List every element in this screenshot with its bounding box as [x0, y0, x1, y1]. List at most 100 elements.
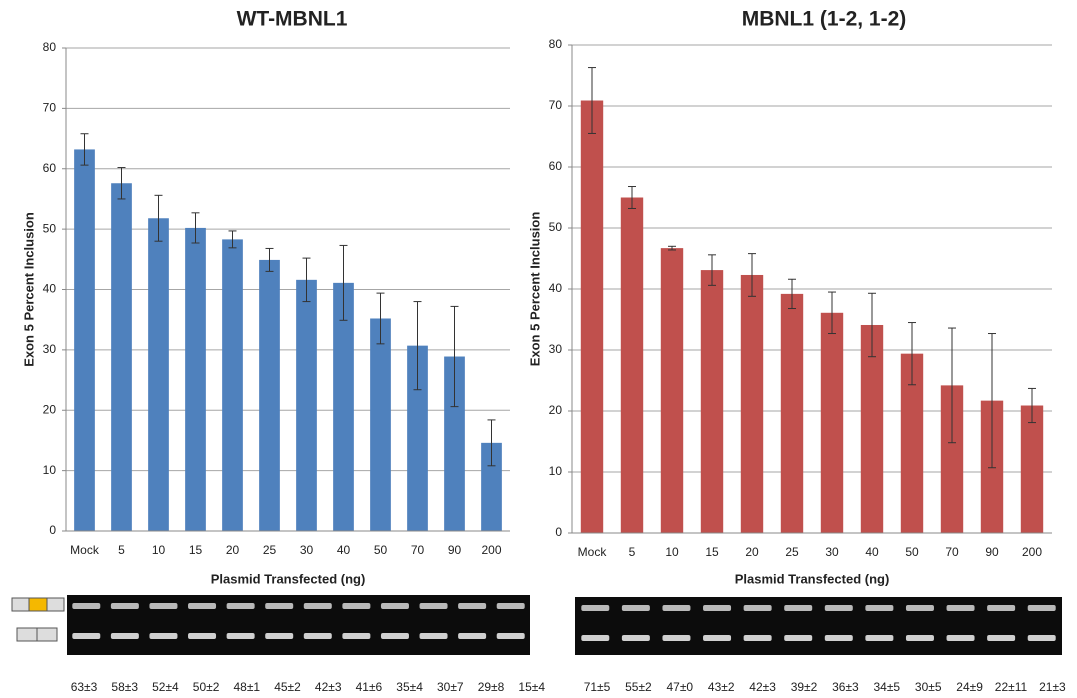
x-tick-label: 30	[300, 543, 314, 557]
bar	[259, 260, 280, 531]
bar	[781, 294, 803, 533]
x-axis-label: Plasmid Transfected (ng)	[735, 571, 890, 586]
gel-band	[906, 605, 934, 611]
gel-band	[865, 605, 893, 611]
gel-band	[497, 633, 525, 639]
y-tick-label: 30	[43, 342, 57, 356]
gel-band	[265, 633, 293, 639]
gel-band	[497, 603, 525, 609]
y-tick-label: 10	[549, 464, 563, 478]
x-tick-label: 20	[226, 543, 240, 557]
y-tick-label: 80	[549, 37, 563, 51]
gel-band	[381, 603, 409, 609]
lane-label: 29±8	[478, 680, 505, 694]
gel-band	[304, 633, 332, 639]
y-tick-label: 70	[43, 101, 57, 115]
gel-band	[420, 633, 448, 639]
gel-band	[381, 633, 409, 639]
bar	[370, 318, 391, 531]
bar	[111, 183, 132, 531]
gel-band	[662, 635, 690, 641]
page: WT-MBNL1Exon 5 Percent InclusionPlasmid …	[0, 0, 1077, 698]
gel-band	[304, 603, 332, 609]
lane-label: 30±5	[915, 680, 942, 694]
lane-label: 71±5	[584, 680, 611, 694]
x-tick-label: 40	[337, 543, 351, 557]
exon-icon-included	[12, 598, 64, 611]
gel-band	[458, 633, 486, 639]
gel-band	[342, 633, 370, 639]
gel-band	[906, 635, 934, 641]
x-tick-label: 30	[825, 545, 839, 559]
y-tick-label: 70	[549, 98, 563, 112]
x-tick-label: 90	[448, 543, 462, 557]
gel-band	[149, 633, 177, 639]
y-tick-label: 40	[549, 281, 563, 295]
x-tick-label: 25	[785, 545, 799, 559]
y-tick-label: 20	[43, 402, 57, 416]
x-axis-label: Plasmid Transfected (ng)	[211, 571, 366, 586]
gel-band	[111, 633, 139, 639]
gel-band	[72, 633, 100, 639]
gel-band	[1028, 635, 1056, 641]
gel-band	[662, 605, 690, 611]
gel-band	[1028, 605, 1056, 611]
x-tick-label: 70	[411, 543, 425, 557]
gel-band	[622, 605, 650, 611]
bar	[296, 280, 317, 531]
lane-label: 55±2	[625, 680, 652, 694]
bar	[222, 239, 243, 531]
gel-band	[265, 603, 293, 609]
lane-label: 43±2	[708, 680, 735, 694]
lane-label: 22±11	[995, 680, 1028, 694]
x-tick-label: 90	[985, 545, 999, 559]
lane-label: 35±4	[396, 680, 423, 694]
x-tick-label: 10	[665, 545, 679, 559]
x-tick-label: 200	[481, 543, 501, 557]
y-tick-label: 50	[549, 220, 563, 234]
lane-label: 36±3	[832, 680, 859, 694]
gel-band	[987, 605, 1015, 611]
x-tick-label: 20	[745, 545, 759, 559]
gel-band	[188, 603, 216, 609]
lane-label: 15±4	[518, 680, 545, 694]
lane-label: 48±1	[233, 680, 260, 694]
gel-band	[784, 605, 812, 611]
gel-band	[703, 635, 731, 641]
gel-band	[458, 603, 486, 609]
gel-band	[865, 635, 893, 641]
lane-label: 34±5	[873, 680, 900, 694]
gel-band	[581, 605, 609, 611]
bar	[74, 149, 95, 531]
chart-title: MBNL1 (1-2, 1-2)	[742, 8, 907, 31]
gel-band	[784, 635, 812, 641]
lane-label: 21±3	[1039, 680, 1066, 694]
lane-label: 63±3	[71, 680, 98, 694]
gel-band	[111, 603, 139, 609]
bar	[661, 248, 683, 533]
lane-label: 42±3	[315, 680, 342, 694]
gel-band	[581, 635, 609, 641]
bar	[1021, 406, 1043, 533]
y-tick-label: 0	[49, 523, 56, 537]
x-tick-label: 15	[705, 545, 719, 559]
lane-label: 30±7	[437, 680, 464, 694]
lane-label: 50±2	[193, 680, 220, 694]
y-tick-label: 0	[555, 525, 562, 539]
gel-band	[227, 603, 255, 609]
y-tick-label: 20	[549, 403, 563, 417]
x-tick-label: 5	[629, 545, 636, 559]
figure: WT-MBNL1Exon 5 Percent InclusionPlasmid …	[0, 0, 1077, 698]
y-tick-label: 60	[549, 159, 563, 173]
exon-icon-excluded	[17, 628, 57, 641]
bar	[701, 270, 723, 533]
gel-band	[947, 605, 975, 611]
gel-band	[227, 633, 255, 639]
lane-label: 52±4	[152, 680, 179, 694]
bar	[821, 313, 843, 533]
x-tick-label: 70	[945, 545, 959, 559]
lane-label: 58±3	[111, 680, 138, 694]
y-tick-label: 30	[549, 342, 563, 356]
chart-title: WT-MBNL1	[237, 8, 348, 31]
x-tick-label: 200	[1022, 545, 1042, 559]
